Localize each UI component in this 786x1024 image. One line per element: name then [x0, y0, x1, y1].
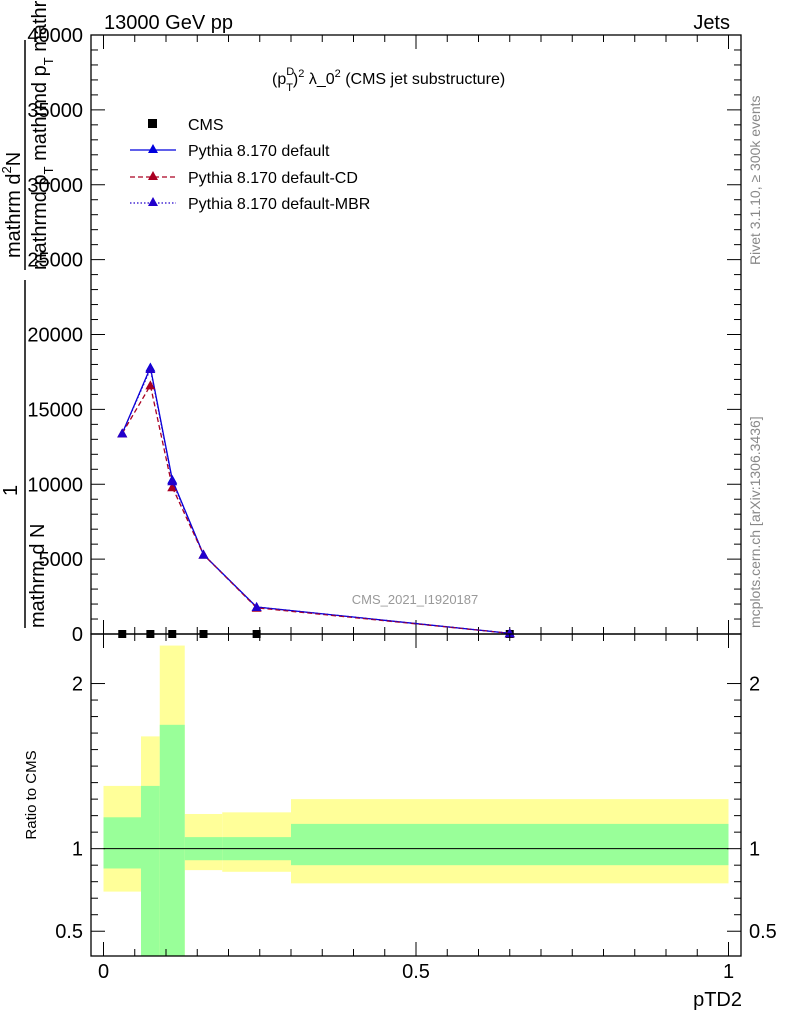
main-y-tick-label: 20000: [27, 325, 83, 347]
main-ylabel: mathrm d2N mathrmd pT mathrmd pT mathrm …: [0, 0, 56, 628]
legend-label-cms: CMS: [188, 117, 224, 134]
legend-marker-cd: [148, 171, 158, 180]
legend-label-mbr: Pythia 8.170 default-MBR: [188, 196, 370, 213]
process-label: Jets: [693, 12, 730, 34]
rivet-label: Rivet 3.1.10, ≥ 300k events: [747, 95, 763, 265]
series-marker-3: [145, 363, 156, 373]
stat-uncertainty-band: [103, 817, 141, 869]
series-marker-2: [167, 482, 178, 492]
xlabel: pTD2: [693, 989, 742, 1011]
legend-marker-mbr: [148, 197, 158, 206]
watermark: CMS_2021_I1920187: [352, 592, 479, 607]
main-y-tick-label: 25000: [27, 250, 83, 272]
main-panel: (pD T)2 λ_02 (CMS jet substructure) mathr…: [0, 0, 742, 646]
legend-label-default: Pythia 8.170 default: [188, 143, 330, 160]
ratio-x-tick-label: 0: [98, 961, 109, 983]
mcplots-label: mcplots.cern.ch [arXiv:1306.3436]: [747, 416, 763, 628]
ratio-y-tick-label: 1: [72, 839, 83, 861]
ratio-y-ticks: 0.5 0.5 1 1 2 2: [55, 674, 777, 944]
stat-uncertainty-band: [159, 724, 185, 956]
ratio-x-tick-label: 1: [723, 961, 734, 983]
ylabel-one: 1: [0, 485, 22, 496]
legend-marker-default: [148, 144, 158, 153]
series-marker-3: [117, 428, 128, 438]
ylabel-den: mathrm d N: [27, 524, 49, 628]
main-y-tick-label: 40000: [27, 25, 83, 47]
main-y-tick-label: 15000: [27, 399, 83, 421]
main-series: [117, 362, 515, 638]
series-marker-2: [145, 380, 156, 390]
ratio-y-tick-label: 0.5: [55, 921, 83, 943]
main-y-tick-label: 5000: [39, 549, 84, 571]
ratio-x-tick-label: 0.5: [402, 961, 430, 983]
series-line-2: [121, 383, 510, 634]
ratio-y-tick-label: 2: [72, 674, 83, 696]
main-y-tick-label: 30000: [27, 175, 83, 197]
series-marker-3: [167, 476, 178, 486]
stat-uncertainty-band: [141, 785, 160, 956]
series-marker-3: [251, 602, 262, 612]
legend: CMS Pythia 8.170 default Pythia 8.170 de…: [130, 117, 370, 213]
ratio-x-ticks: 0 0.5 1: [98, 634, 734, 983]
main-y-ticks: 0 5000 10000 15000 20000 25000 30000 35000 40000: [27, 25, 741, 646]
main-title: (pD T)2 λ_02 (CMS jet substructure): [272, 66, 505, 94]
ratio-bands: [103, 645, 729, 956]
legend-marker-cms: [148, 119, 157, 128]
ratio-ylabel: Ratio to CMS: [23, 750, 40, 839]
main-y-tick-label: 10000: [27, 474, 83, 496]
ratio-y-tick-label-right: 2: [749, 674, 760, 696]
ratio-y-tick-label-right: 1: [749, 839, 760, 861]
main-y-tick-label: 0: [72, 624, 83, 646]
energy-label: 13000 GeV pp: [104, 12, 233, 34]
series-line-3: [121, 366, 510, 634]
series-marker-3: [198, 549, 209, 559]
ylabel-line1: mathrm d2N: [0, 152, 25, 258]
stat-uncertainty-band: [291, 823, 729, 866]
series-marker-3: [504, 628, 515, 638]
ratio-frame: [90, 633, 742, 957]
main-y-tick-label: 35000: [27, 100, 83, 122]
legend-label-cd: Pythia 8.170 default-CD: [188, 170, 358, 187]
ratio-panel: 0.5 0.51 12 2 0 0.5 1 Ratio to CMS pTD2: [23, 633, 777, 1011]
ratio-y-tick-label-right: 0.5: [749, 921, 777, 943]
ylabel-line2: mathrmd pT mathrmd pT mathrm d lambda: [29, 0, 56, 270]
